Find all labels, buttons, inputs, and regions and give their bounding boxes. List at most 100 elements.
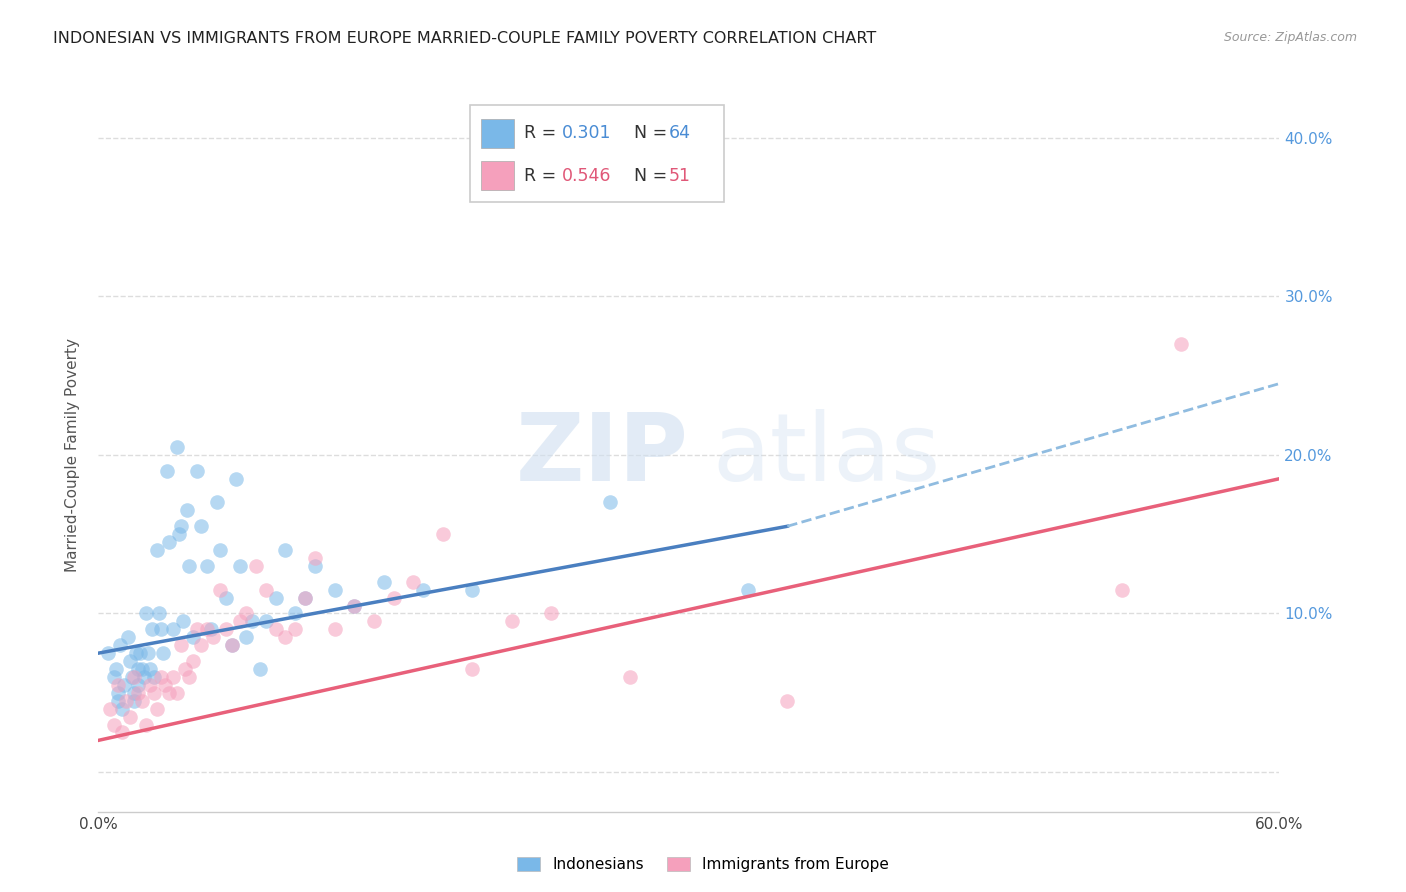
Point — [150, 670, 173, 684]
Point — [162, 670, 184, 684]
Point — [105, 662, 128, 676]
Point — [155, 678, 177, 692]
Text: INDONESIAN VS IMMIGRANTS FROM EUROPE MARRIED-COUPLE FAMILY POVERTY CORRELATION C: INDONESIAN VS IMMIGRANTS FROM EUROPE MAR… — [53, 31, 877, 46]
Point — [190, 519, 212, 533]
Point — [127, 678, 149, 692]
Point — [186, 623, 208, 637]
Point — [215, 623, 238, 637]
Point — [170, 519, 193, 533]
Point — [190, 638, 212, 652]
Point — [115, 694, 138, 708]
Point — [294, 591, 316, 605]
Point — [432, 527, 454, 541]
Point — [107, 686, 129, 700]
Point — [111, 701, 134, 715]
Point — [304, 551, 326, 566]
Point — [181, 630, 204, 644]
Point — [343, 599, 366, 613]
Point — [98, 701, 121, 715]
Point — [382, 591, 405, 605]
Point — [461, 662, 484, 676]
Point — [225, 472, 247, 486]
Point — [138, 678, 160, 692]
Point — [235, 607, 257, 621]
Point — [135, 717, 157, 731]
Point — [294, 591, 316, 605]
Point — [245, 558, 267, 573]
Point — [127, 686, 149, 700]
Point — [174, 662, 197, 676]
Point — [142, 670, 165, 684]
Point — [122, 686, 145, 700]
Point — [150, 623, 173, 637]
Point — [167, 527, 190, 541]
Point — [284, 623, 307, 637]
Point — [148, 607, 170, 621]
Point — [215, 591, 238, 605]
Point — [117, 630, 139, 644]
Point — [141, 623, 163, 637]
Point — [323, 582, 346, 597]
Text: ZIP: ZIP — [516, 409, 689, 501]
Point — [284, 607, 307, 621]
Point — [152, 646, 174, 660]
Point — [177, 670, 200, 684]
Point — [200, 623, 222, 637]
Y-axis label: Married-Couple Family Poverty: Married-Couple Family Poverty — [65, 338, 80, 572]
Point — [1170, 337, 1192, 351]
Point — [264, 623, 287, 637]
Point — [254, 582, 277, 597]
Point — [118, 654, 141, 668]
Point — [363, 615, 385, 629]
Point — [157, 686, 180, 700]
Point — [501, 615, 523, 629]
Point — [209, 543, 232, 558]
Point — [166, 440, 188, 454]
Point — [157, 535, 180, 549]
Point — [249, 662, 271, 676]
Point — [103, 717, 125, 731]
Point — [776, 694, 799, 708]
Point — [128, 646, 150, 660]
Point — [146, 701, 169, 715]
Point — [304, 558, 326, 573]
Point — [343, 599, 366, 613]
Point — [162, 623, 184, 637]
Point — [221, 638, 243, 652]
Point — [274, 543, 297, 558]
Point — [138, 662, 160, 676]
Point — [186, 464, 208, 478]
Point — [146, 543, 169, 558]
Point — [131, 694, 153, 708]
Point — [107, 678, 129, 692]
Point — [540, 607, 562, 621]
Point — [412, 582, 434, 597]
Point — [1111, 582, 1133, 597]
Point — [619, 670, 641, 684]
Point — [122, 670, 145, 684]
Point — [112, 678, 135, 692]
Point — [172, 615, 194, 629]
Point — [323, 623, 346, 637]
Text: atlas: atlas — [713, 409, 941, 501]
Point — [135, 607, 157, 621]
Point — [170, 638, 193, 652]
Point — [136, 646, 159, 660]
Point — [205, 495, 228, 509]
Point — [229, 558, 252, 573]
Point — [195, 623, 218, 637]
Point — [737, 582, 759, 597]
Point — [142, 686, 165, 700]
Point — [108, 638, 131, 652]
Point — [125, 646, 148, 660]
Point — [195, 558, 218, 573]
Point — [209, 582, 232, 597]
Point — [121, 670, 143, 684]
Point — [131, 662, 153, 676]
Point — [166, 686, 188, 700]
Point — [264, 591, 287, 605]
Point — [122, 694, 145, 708]
Point — [599, 495, 621, 509]
Point — [181, 654, 204, 668]
Point — [111, 725, 134, 739]
